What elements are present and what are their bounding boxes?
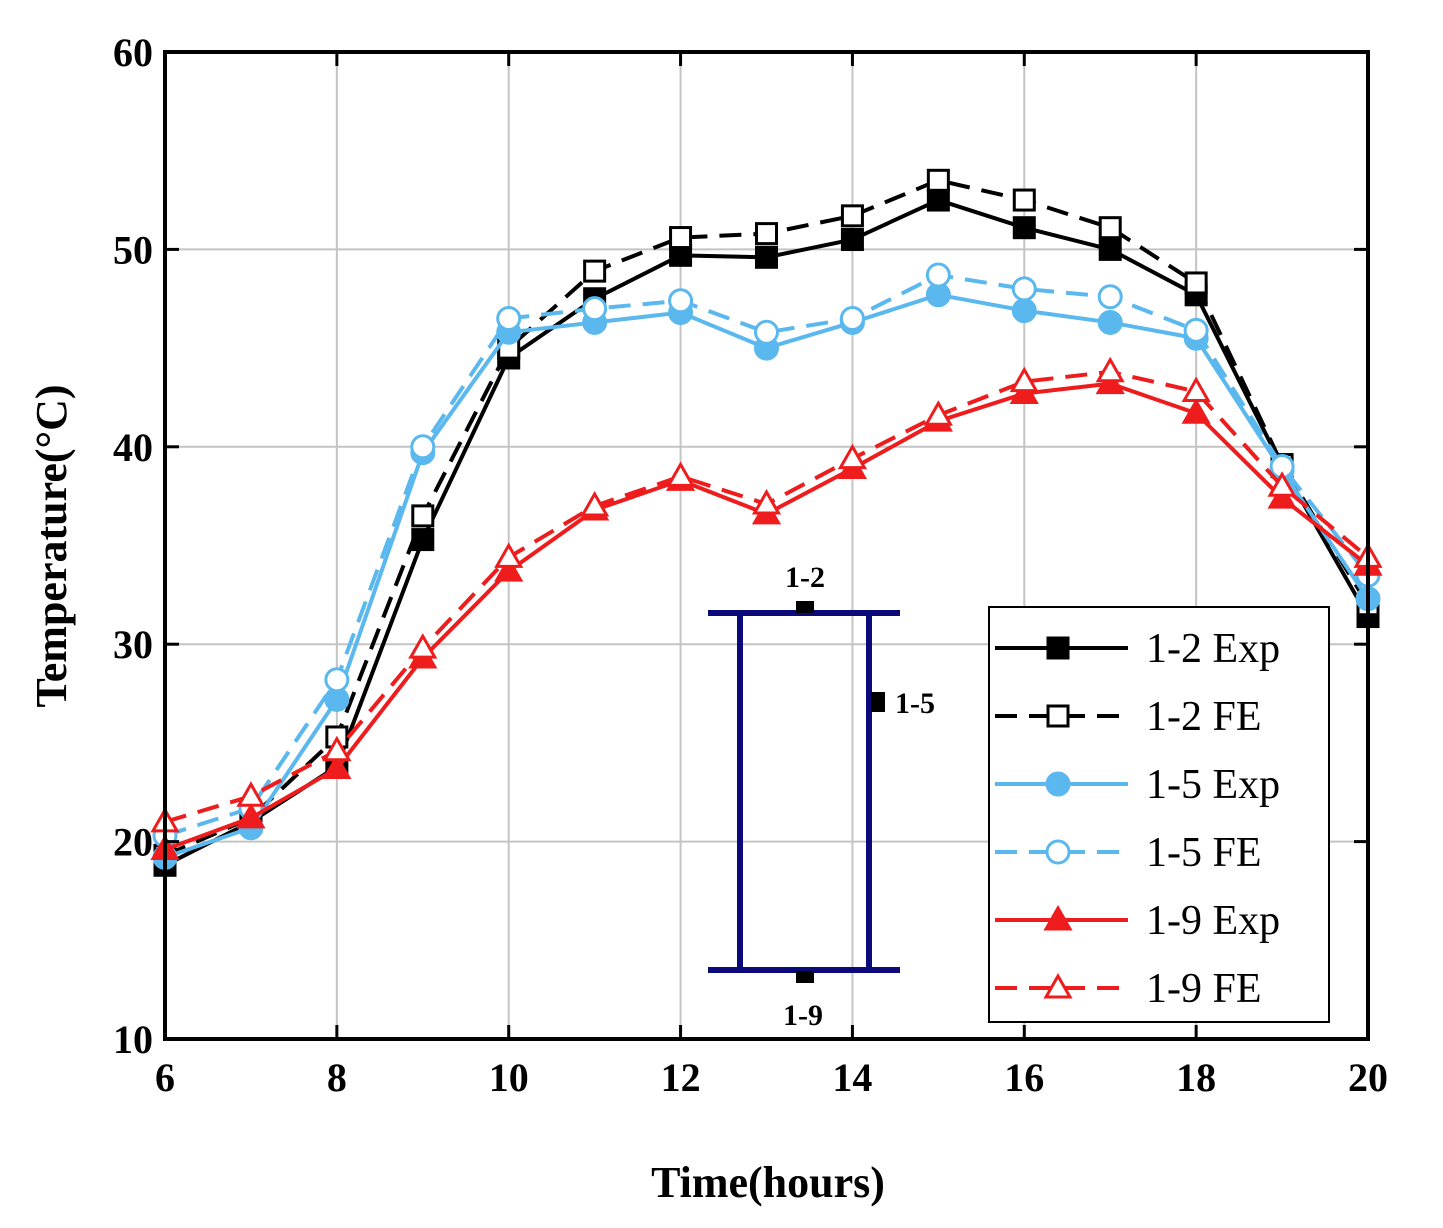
data-point bbox=[236, 802, 266, 829]
x-tick-label: 14 bbox=[832, 1055, 872, 1100]
sensor-1-2-marker bbox=[796, 601, 814, 613]
data-point bbox=[926, 188, 950, 212]
data-point bbox=[1098, 237, 1122, 261]
data-point bbox=[1184, 271, 1208, 295]
data-point bbox=[494, 542, 524, 568]
legend-label: 1-5 Exp bbox=[1146, 762, 1280, 808]
data-point bbox=[840, 228, 864, 252]
data-point bbox=[1181, 398, 1211, 424]
data-point bbox=[1181, 376, 1211, 403]
data-point bbox=[840, 204, 864, 228]
legend: 1-2 Exp 1-2 FE 1-5 Exp 1-5 FE 1-9 Exp 1-9 FE bbox=[988, 606, 1330, 1023]
data-point bbox=[1267, 471, 1297, 497]
data-point bbox=[1009, 366, 1039, 393]
data-point bbox=[755, 245, 778, 269]
x-tick-label: 18 bbox=[1176, 1055, 1216, 1100]
y-tick-label: 60 bbox=[113, 30, 153, 75]
data-point bbox=[751, 489, 782, 515]
x-tick-label: 8 bbox=[327, 1055, 347, 1100]
data-point bbox=[322, 735, 352, 762]
data-point bbox=[322, 753, 352, 780]
data-point bbox=[324, 667, 350, 693]
x-tick-label: 12 bbox=[661, 1055, 701, 1100]
data-point bbox=[408, 633, 438, 659]
data-point bbox=[1097, 284, 1123, 310]
x-tick-label: 16 bbox=[1004, 1055, 1044, 1100]
data-point bbox=[755, 222, 778, 246]
data-point bbox=[1011, 298, 1037, 324]
legend-label: 1-9 Exp bbox=[1146, 898, 1280, 944]
data-point bbox=[669, 226, 693, 250]
inset-label-1-9: 1-9 bbox=[783, 999, 823, 1032]
data-point bbox=[754, 319, 779, 345]
legend-label: 1-5 FE bbox=[1146, 830, 1262, 876]
grid-lines bbox=[165, 52, 1368, 1039]
legend-marker bbox=[1046, 636, 1070, 660]
data-point bbox=[410, 434, 436, 460]
y-tick-label: 20 bbox=[113, 820, 153, 865]
axis-ticks: 6 8 10 12 14 16 18 20 10 20 30 40 50 60 bbox=[113, 30, 1388, 1100]
legend-box bbox=[988, 606, 1330, 1023]
y-tick-label: 40 bbox=[113, 425, 153, 470]
sensor-1-5-marker bbox=[871, 692, 885, 712]
x-tick-label: 10 bbox=[489, 1055, 529, 1100]
y-tick-label: 30 bbox=[113, 622, 153, 667]
data-point bbox=[668, 288, 694, 314]
data-point bbox=[1011, 276, 1037, 302]
legend-label: 1-9 FE bbox=[1146, 966, 1262, 1012]
y-tick-label: 10 bbox=[113, 1017, 153, 1062]
data-point bbox=[236, 781, 266, 807]
x-tick-label: 20 bbox=[1348, 1055, 1388, 1100]
legend-label: 1-2 FE bbox=[1146, 694, 1262, 740]
data-point bbox=[1183, 317, 1209, 343]
legend-marker bbox=[1043, 972, 1073, 999]
data-point bbox=[583, 259, 607, 283]
y-tick-label: 50 bbox=[113, 227, 153, 272]
legend-marker bbox=[1045, 839, 1071, 865]
inset-label-1-5: 1-5 bbox=[895, 687, 935, 720]
section-inset: 1-2 1-5 1-9 bbox=[708, 561, 935, 1032]
data-point bbox=[411, 504, 435, 528]
data-point bbox=[926, 168, 950, 192]
data-point bbox=[837, 443, 868, 470]
data-point bbox=[665, 461, 696, 487]
plot-frame bbox=[163, 50, 1370, 1041]
data-point bbox=[1012, 216, 1036, 240]
legend-marker bbox=[1045, 771, 1071, 797]
data-point bbox=[411, 528, 435, 552]
data-point bbox=[839, 305, 865, 331]
data-point bbox=[1095, 356, 1125, 383]
y-axis-title: Temperature(°C) bbox=[27, 384, 76, 707]
data-point bbox=[496, 305, 522, 331]
series-line bbox=[164, 273, 1370, 838]
legend-marker bbox=[1046, 704, 1070, 728]
legend-marker bbox=[1043, 904, 1073, 931]
data-point bbox=[580, 490, 610, 517]
data-point bbox=[1097, 309, 1123, 335]
x-axis-title: Time(hours) bbox=[651, 1158, 885, 1207]
data-point bbox=[925, 262, 951, 288]
data-point bbox=[1012, 188, 1036, 212]
data-point bbox=[494, 556, 524, 582]
data-point bbox=[1098, 216, 1122, 240]
sensor-1-9-marker bbox=[796, 971, 814, 983]
data-point bbox=[923, 400, 953, 426]
inset-label-1-2: 1-2 bbox=[785, 561, 825, 594]
data-point bbox=[582, 296, 608, 322]
x-tick-label: 6 bbox=[155, 1055, 175, 1100]
legend-label: 1-2 Exp bbox=[1146, 626, 1280, 672]
